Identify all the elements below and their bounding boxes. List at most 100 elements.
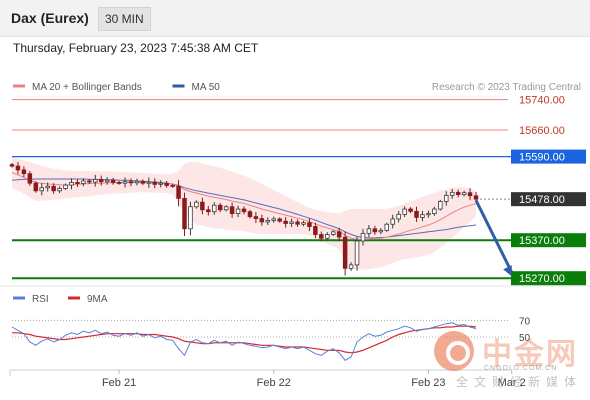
candle-body-72 (432, 208, 437, 214)
candle-body-19 (116, 182, 122, 184)
candle-body-76 (455, 191, 461, 196)
candle-body-55 (330, 231, 336, 235)
candle-body-42 (253, 216, 259, 219)
rsi-tick-1: 70 (519, 316, 531, 327)
candle-body-43 (259, 218, 265, 223)
candle-body-39 (235, 208, 241, 214)
candle-body-30 (182, 197, 187, 230)
candle-body-34 (206, 209, 211, 213)
candle-body-53 (319, 234, 324, 239)
candle-body-38 (229, 206, 235, 214)
pivot-tag (511, 149, 586, 164)
candle-body-21 (128, 181, 134, 184)
candle-body-44 (265, 220, 271, 223)
pivot-label: 15590.00 (519, 152, 565, 164)
rsi-legend-label-2: 9MA (87, 294, 108, 305)
candle-body-36 (217, 204, 223, 211)
x-tick-label-1: Feb 21 (102, 377, 136, 389)
support-tag-6 (511, 271, 586, 286)
candle-body-10 (63, 184, 68, 189)
candle-body-18 (110, 179, 116, 183)
candle-body-12 (75, 182, 80, 184)
candle-body-52 (313, 226, 318, 235)
candle-body-48 (289, 221, 294, 224)
rsi-legend-label-1: RSI (32, 294, 49, 305)
support-tag-5 (511, 233, 586, 248)
candle-body-62 (372, 228, 378, 233)
candle-body-79 (473, 195, 479, 200)
analysis-timestamp: Thursday, February 23, 2023 7:45:38 AM C… (13, 41, 259, 55)
candle-body-45 (271, 218, 276, 221)
candle-body-65 (390, 218, 395, 225)
candle-body-29 (176, 185, 181, 199)
candle-body-71 (426, 213, 431, 216)
candle-body-70 (420, 214, 425, 218)
candle-body-22 (134, 180, 140, 184)
candle-body-61 (366, 228, 372, 234)
candle-body-46 (277, 218, 282, 222)
current-price-label: 15478.00 (519, 194, 565, 206)
candle-body-11 (69, 182, 74, 186)
candle-body-7 (45, 185, 50, 189)
candle-body-26 (158, 182, 163, 185)
rsi-line (11, 322, 477, 361)
candle-body-1 (9, 164, 15, 167)
candle-body-51 (307, 222, 312, 227)
candle-body-5 (33, 182, 39, 192)
x-tick-label-2: Feb 22 (257, 377, 291, 389)
candle-body-56 (336, 231, 342, 238)
support-label-6: 15270.00 (519, 273, 565, 285)
candle-body-35 (212, 204, 217, 213)
x-tick-label-4: Mar 2 (498, 377, 526, 389)
candle-body-20 (122, 181, 128, 184)
support-label-5: 15370.00 (519, 235, 565, 247)
candle-body-6 (39, 187, 44, 192)
candle-body-68 (408, 208, 413, 212)
candle-body-57 (342, 236, 348, 269)
candle-body-47 (283, 220, 288, 224)
candle-body-58 (348, 264, 354, 269)
candle-body-15 (93, 178, 98, 183)
candle-body-54 (325, 234, 330, 239)
candle-body-77 (461, 192, 467, 195)
chart-credit: Research © 2023 Trading Central (432, 82, 581, 93)
candle-body-66 (396, 213, 401, 220)
candle-body-74 (444, 194, 449, 202)
candle-body-31 (188, 206, 193, 230)
candle-body-60 (360, 232, 366, 242)
rsi-tick-2: 50 (519, 333, 531, 344)
candle-body-59 (354, 240, 360, 266)
legend-label-2: MA 50 (192, 82, 221, 93)
resistance-label-2: 15660.00 (519, 125, 565, 137)
candle-body-64 (384, 223, 390, 231)
current-price-tag (511, 192, 586, 207)
candle-body-75 (449, 191, 455, 196)
candle-body-25 (152, 181, 158, 185)
x-tick-label-3: Feb 23 (411, 377, 445, 389)
resistance-label-1: 15740.00 (519, 95, 565, 107)
legend-label-1: MA 20 + Bollinger Bands (32, 82, 142, 93)
candle-body-63 (378, 229, 384, 233)
candle-body-16 (98, 178, 104, 183)
candle-body-37 (223, 206, 229, 211)
candle-body-27 (164, 182, 169, 186)
candle-body-17 (104, 179, 110, 183)
candle-body-28 (170, 185, 175, 187)
candle-body-2 (15, 165, 21, 171)
candle-body-32 (194, 201, 199, 208)
candle-body-24 (146, 181, 152, 184)
candle-body-9 (57, 188, 62, 192)
rsi-9ma-line (12, 325, 477, 354)
candle-body-41 (247, 211, 253, 218)
forecast-arrow-head (503, 265, 512, 277)
candle-body-49 (295, 221, 300, 225)
candle-body-50 (301, 222, 306, 225)
candle-body-4 (27, 173, 33, 184)
candle-body-33 (200, 201, 205, 211)
candle-body-3 (21, 169, 27, 175)
candle-body-8 (51, 185, 56, 192)
candle-body-14 (87, 180, 92, 183)
interval-selector[interactable]: 30 MIN (98, 7, 151, 31)
chart-header: Dax (Eurex) 30 MIN (0, 0, 590, 37)
